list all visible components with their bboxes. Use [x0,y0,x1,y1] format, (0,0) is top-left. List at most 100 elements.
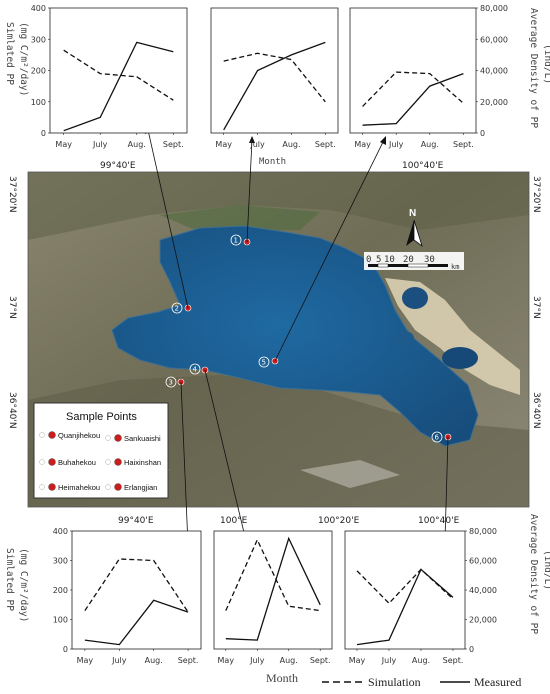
north-arrow: N [406,208,423,248]
chart-frame [349,7,477,134]
left-lat-label-1: 37°20'N [7,176,17,213]
x-tick-label: Sept. [453,140,474,149]
x-tick-label: May [218,656,235,665]
bottom-xlabel: Month [266,671,298,685]
top-right-ylabel-units: (ind/L) [542,44,550,84]
y-right-tick-label: 60,000 [480,35,508,44]
series-line-measured [225,536,321,641]
top-right-ylabel: Average Density of PP [528,8,539,128]
chart-frame [71,530,202,650]
x-tick-label: Sept. [443,656,464,665]
y-right-tick-label: 40,000 [469,586,497,595]
top-xlabel: Month [259,157,286,167]
y-left-tick-label: 400 [53,527,68,536]
scale-tick-20: 20 [403,255,414,265]
series-line-measured [84,599,189,646]
series-line-measured [223,41,326,131]
left-lat-label-2: 37°N [7,296,17,319]
top-lon-label-1: 99°40'E [100,161,136,171]
map-coordinates: 99°40'E 100°40'E 99°40'E 100°E 100°20'E … [7,161,541,526]
scale-bar: 0 5 10 20 30 km [364,252,464,271]
connector-3 [180,381,189,546]
legend-item-3: Heimahekou [39,483,100,492]
series-line-simulation [362,71,464,107]
y-left-tick-label: 0 [63,645,68,654]
scale-unit: km [451,263,459,271]
map-small-lake-3 [442,347,478,369]
top-lon-label-2: 100°40'E [402,161,444,171]
svg-text:Heimahekou: Heimahekou [58,483,100,492]
x-tick-label: July [111,656,127,665]
bottom-right-ylabel-units: (ind/L) [542,550,550,590]
x-tick-label: Aug. [421,140,439,149]
legend-item-6: Erlangjian [105,483,157,492]
connector-6 [444,436,449,541]
x-tick-label: Sept. [163,140,184,149]
svg-text:Haixinshan: Haixinshan [124,458,161,467]
chart-point-4: May July Aug. Sept. [213,530,333,665]
x-tick-label: May [55,140,72,149]
y-left-tick-label: 100 [53,616,68,625]
svg-text:2: 2 [175,305,179,313]
y-left-tick-label: 100 [31,98,46,107]
series-line-measured [63,41,174,132]
y-right-tick-label: 20,000 [469,616,497,625]
svg-text:1: 1 [234,237,238,245]
map-lake [111,225,479,447]
map-small-lake-2 [394,331,414,345]
scale-tick-0: 0 [366,255,371,265]
series-line-simulation [223,52,326,103]
bottom-lon-label-2: 100°E [220,516,248,526]
x-tick-label: Aug. [145,656,163,665]
svg-text:5: 5 [262,359,266,367]
chart-frame [344,530,466,650]
chart-point-2: May July Aug. Sept. [210,7,339,149]
connector-2 [147,129,189,309]
connector-4 [204,369,248,546]
legend-item-1: Quanjihekou [39,431,100,440]
x-tick-label: May [354,140,371,149]
bottom-lon-label-1: 99°40'E [118,516,154,526]
bottom-left-ylabel: Simlated PP [4,548,15,611]
chart-frame [49,7,188,134]
svg-text:Quanjihekou: Quanjihekou [58,431,100,440]
x-tick-label: July [249,656,265,665]
top-left-ylabel: Simlated PP [4,22,15,85]
y-left-tick-label: 300 [31,35,46,44]
svg-text:4: 4 [193,366,198,374]
y-left-tick-label: 0 [41,129,46,138]
y-right-tick-label: 0 [469,645,474,654]
chart-frame [210,7,339,134]
y-right-tick-label: 40,000 [480,67,508,76]
sample-points-title: Sample Points [66,411,137,423]
y-left-tick-label: 400 [31,4,46,13]
y-left-tick-label: 200 [53,586,68,595]
right-lat-label-3: 36°40'N [531,392,541,429]
x-tick-label: May [215,140,232,149]
y-right-tick-label: 80,000 [480,4,508,13]
chart-point-5: May July Aug. Sept. 0 20,000 40,000 60,000 80,00… [349,4,508,149]
connector-1 [246,139,253,243]
bottom-lon-label-4: 100°40'E [418,516,460,526]
x-tick-label: May [77,656,94,665]
left-lat-label-3: 36°40'N [7,392,17,429]
map-small-lake-1 [402,287,428,309]
series-line-simulation [225,538,321,612]
x-tick-label: July [92,140,108,149]
bottom-lon-label-3: 100°20'E [318,516,360,526]
legend-measured-label: Measured [474,675,521,689]
svg-text:Buhahekou: Buhahekou [58,458,96,467]
x-tick-label: July [381,656,397,665]
chart-point-1: May July Aug. Sept. 0 100 200 300 400 [31,4,188,149]
y-right-tick-label: 60,000 [469,557,497,566]
svg-text:Erlangjian: Erlangjian [124,483,157,492]
x-tick-label: July [388,140,404,149]
svg-text:6: 6 [435,434,440,442]
y-right-tick-label: 20,000 [480,98,508,107]
y-left-tick-label: 200 [31,67,46,76]
svg-text:Sankuaishi: Sankuaishi [124,434,161,443]
x-tick-label: Aug. [412,656,430,665]
map-mountains-north [28,172,529,240]
